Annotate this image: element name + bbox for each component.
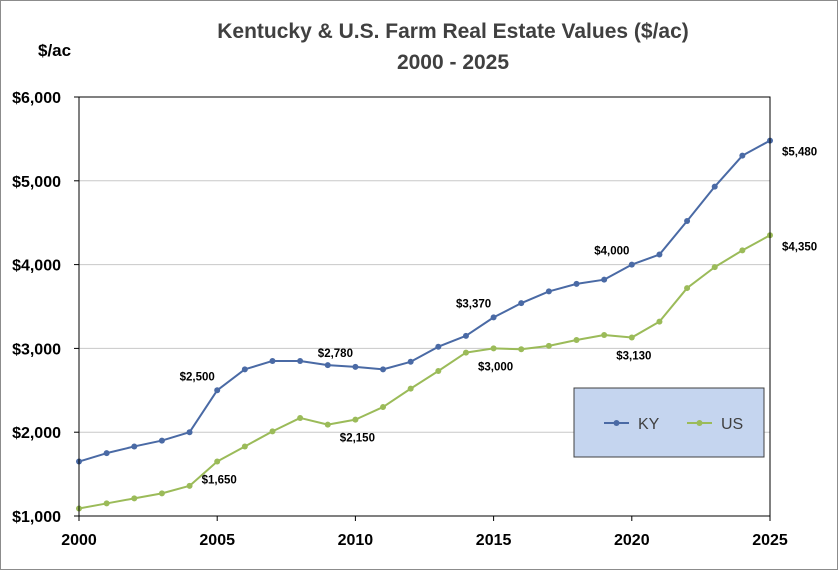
ky-data-point <box>435 343 442 350</box>
legend-us-label: US <box>721 416 743 433</box>
us-data-label: $3,000 <box>478 361 513 373</box>
ky-data-point <box>628 261 635 268</box>
ky-data-point <box>380 366 387 373</box>
us-data-point <box>684 285 691 292</box>
ky-data-point <box>103 450 110 457</box>
ky-data-label: $3,370 <box>456 298 491 310</box>
ky-data-point <box>518 300 525 307</box>
plot-area-border <box>78 96 771 517</box>
legend-ky-label: KY <box>638 416 660 433</box>
ky-data-point <box>158 437 165 444</box>
y-tick-label: $5,000 <box>12 174 61 191</box>
legend: KY US <box>573 387 765 458</box>
us-data-point <box>297 414 304 421</box>
us-series-line <box>78 234 771 510</box>
us-data-point <box>628 334 635 341</box>
us-data-point <box>462 349 469 356</box>
ky-data-point <box>352 363 359 370</box>
ky-series-line <box>78 139 771 463</box>
ky-data-point <box>739 152 746 159</box>
data-labels: $2,500 $2,780 $3,370 $4,000 $5,480 $1,650 $2,1… <box>180 147 818 487</box>
us-data-point <box>545 342 552 349</box>
ky-data-point <box>684 218 691 225</box>
x-tick-label: 2015 <box>476 532 512 549</box>
ky-data-point <box>186 429 193 436</box>
ky-data-point <box>656 251 663 258</box>
ky-data-point <box>490 314 497 321</box>
x-tick-label: 2005 <box>199 532 235 549</box>
x-tick-label: 2000 <box>61 532 97 549</box>
us-data-point <box>601 331 608 338</box>
ky-data-point <box>573 280 580 287</box>
ky-data-point <box>711 183 718 190</box>
ky-data-point <box>241 366 248 373</box>
x-tick-label: 2025 <box>752 532 788 549</box>
ky-data-point <box>297 357 304 364</box>
ky-data-label: $2,780 <box>318 348 353 360</box>
us-data-point <box>241 443 248 450</box>
ky-data-label: $4,000 <box>594 246 629 258</box>
us-data-point <box>269 428 276 435</box>
y-axis-ticks: $1,000 $2,000 $3,000 $4,000 $5,000 $6,000 <box>12 90 79 526</box>
us-data-label: $1,650 <box>202 475 237 487</box>
x-axis-ticks: 2000 2005 2010 2015 2020 2025 <box>61 516 788 549</box>
y-axis-unit-label: $/ac <box>38 41 71 60</box>
chart-subtitle: 2000 - 2025 <box>397 51 509 74</box>
ky-data-point <box>269 357 276 364</box>
y-tick-label: $6,000 <box>12 90 61 107</box>
x-tick-label: 2020 <box>614 532 650 549</box>
us-data-point <box>573 337 580 344</box>
ky-data-point <box>407 358 414 365</box>
ky-data-point <box>462 332 469 339</box>
us-data-point <box>380 404 387 411</box>
legend-ky-swatch-marker <box>613 420 620 426</box>
chart-title: Kentucky & U.S. Farm Real Estate Values … <box>217 20 689 43</box>
ky-data-label: $5,480 <box>782 147 817 159</box>
us-data-point <box>158 490 165 497</box>
series-lines <box>76 137 773 512</box>
us-data-label: $2,150 <box>340 433 375 445</box>
us-data-point <box>324 421 331 428</box>
ky-data-point <box>131 443 138 450</box>
x-tick-label: 2010 <box>338 532 374 549</box>
us-data-point <box>103 500 110 507</box>
ky-data-point <box>214 387 221 394</box>
ky-data-label: $2,500 <box>180 371 215 383</box>
us-data-label: $3,130 <box>616 351 651 363</box>
y-tick-label: $2,000 <box>12 425 61 442</box>
us-data-point <box>131 495 138 502</box>
us-data-point <box>352 416 359 423</box>
ky-data-point <box>545 288 552 295</box>
us-data-point <box>711 264 718 271</box>
us-data-point <box>518 346 525 353</box>
ky-data-point <box>601 276 608 283</box>
ky-data-point <box>324 362 331 369</box>
y-tick-label: $3,000 <box>12 341 61 358</box>
y-tick-label: $1,000 <box>12 509 61 526</box>
y-tick-label: $4,000 <box>12 258 61 275</box>
us-data-point <box>214 458 221 465</box>
us-data-label: $4,350 <box>782 241 817 253</box>
us-data-point <box>490 345 497 352</box>
us-data-point <box>186 482 193 489</box>
us-data-point <box>739 247 746 254</box>
legend-us-swatch-marker <box>696 420 703 426</box>
us-data-point <box>656 318 663 325</box>
us-data-point <box>435 368 442 375</box>
us-data-point <box>407 385 414 392</box>
